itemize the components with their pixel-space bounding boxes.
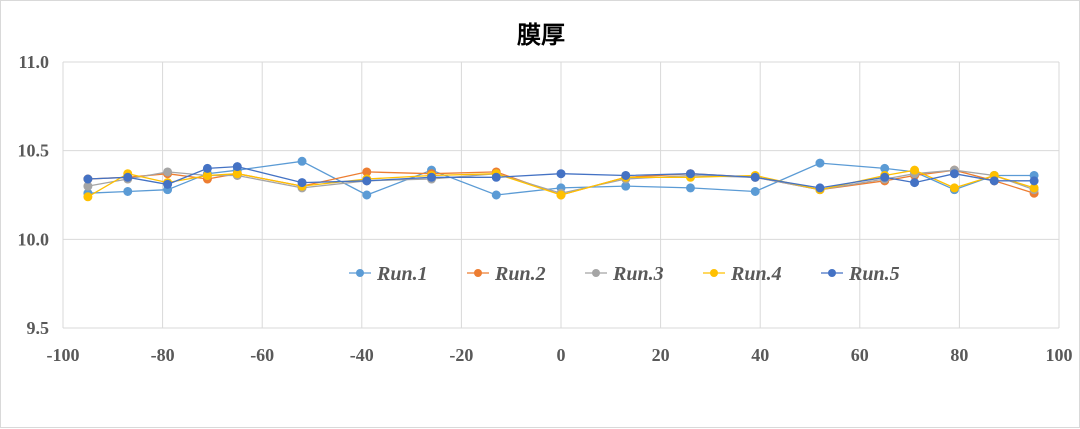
legend-marker-icon	[356, 269, 364, 277]
data-point	[163, 167, 173, 177]
series-run-5	[83, 162, 1039, 193]
x-tick-label: 0	[557, 345, 566, 365]
legend-item: Run.1	[349, 263, 428, 285]
x-tick-label: 60	[851, 345, 869, 365]
legend-marker-icon	[828, 269, 836, 277]
legend-item: Run.3	[585, 263, 664, 285]
data-point	[685, 169, 695, 179]
data-point	[123, 186, 133, 196]
legend-label: Run.3	[612, 263, 664, 285]
data-point	[1029, 176, 1039, 186]
data-point	[123, 172, 133, 182]
series-group	[83, 156, 1039, 202]
y-tick-label: 10.0	[18, 229, 50, 249]
data-point	[910, 178, 920, 188]
data-point	[163, 179, 173, 189]
data-point	[815, 158, 825, 168]
data-point	[750, 172, 760, 182]
legend-item: Run.5	[821, 263, 900, 285]
data-point	[362, 190, 372, 200]
data-point	[685, 183, 695, 193]
data-point	[949, 169, 959, 179]
x-tick-label: -60	[250, 345, 274, 365]
x-tick-label: -40	[350, 345, 374, 365]
y-tick-label: 10.5	[18, 141, 50, 161]
data-point	[949, 183, 959, 193]
legend: Run.1 Run.2 Run.3 Run.4 Run.5	[349, 263, 900, 285]
data-point	[83, 174, 93, 184]
data-point	[750, 186, 760, 196]
grid-lines	[62, 61, 1060, 329]
chart-title: 膜厚	[516, 22, 565, 49]
data-point	[83, 192, 93, 202]
data-point	[297, 178, 307, 188]
axis-ticks: -100 -80 -60 -40 -20 0 20 40 60 80 100 9.5 10.0 10.5 1…	[18, 52, 1073, 365]
legend-label: Run.4	[730, 263, 782, 285]
x-tick-label: -80	[151, 345, 175, 365]
legend-marker-icon	[592, 269, 600, 277]
x-tick-label: 100	[1046, 345, 1073, 365]
data-point	[910, 165, 920, 175]
legend-item: Run.2	[467, 263, 546, 285]
x-tick-label: 20	[652, 345, 670, 365]
data-point	[491, 172, 501, 182]
legend-marker-icon	[710, 269, 718, 277]
y-tick-label: 11.0	[18, 52, 49, 72]
data-point	[556, 169, 566, 179]
legend-item: Run.4	[703, 263, 782, 285]
legend-label: Run.1	[376, 263, 428, 285]
data-point	[362, 176, 372, 186]
data-point	[621, 170, 631, 180]
data-point	[297, 156, 307, 166]
data-point	[427, 172, 437, 182]
legend-label: Run.2	[494, 263, 546, 285]
legend-label: Run.5	[848, 263, 900, 285]
data-point	[556, 190, 566, 200]
data-point	[815, 183, 825, 193]
y-tick-label: 9.5	[27, 318, 50, 338]
data-point	[880, 172, 890, 182]
data-point	[202, 163, 212, 173]
x-tick-label: 40	[751, 345, 769, 365]
x-tick-label: 80	[950, 345, 968, 365]
x-tick-label: -100	[47, 345, 80, 365]
legend-marker-icon	[474, 269, 482, 277]
data-point	[989, 176, 999, 186]
data-point	[232, 162, 242, 172]
x-tick-label: -20	[449, 345, 473, 365]
data-point	[491, 190, 501, 200]
